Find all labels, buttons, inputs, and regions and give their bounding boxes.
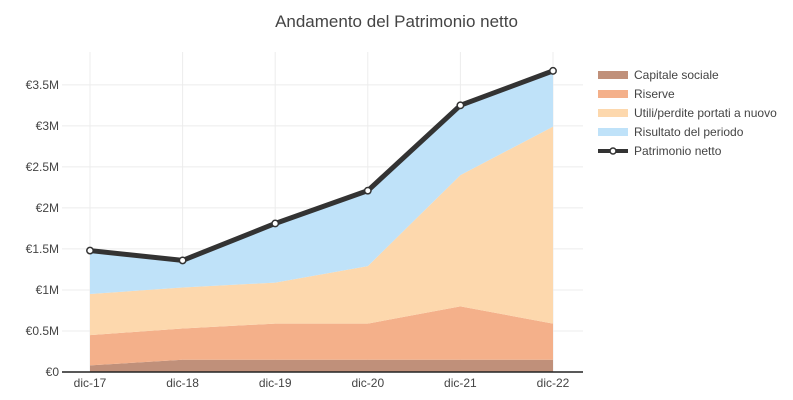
y-tick-label: €3.5M xyxy=(26,78,59,92)
line-layer xyxy=(86,66,557,265)
x-tick-label: dic-19 xyxy=(259,376,292,390)
legend-label: Utili/perdite portati a nuovo xyxy=(634,106,777,120)
x-tick-label: dic-17 xyxy=(74,376,107,390)
legend-label: Riserve xyxy=(634,87,675,101)
legend-label: Capitale sociale xyxy=(634,68,719,82)
legend-swatch xyxy=(598,128,628,136)
x-tick-label: dic-22 xyxy=(537,376,570,390)
data-point[interactable] xyxy=(549,66,557,75)
legend[interactable]: Capitale sociale Riserve Utili/perdite por… xyxy=(598,68,777,158)
legend-item-patrimonio-netto[interactable]: Patrimonio netto xyxy=(598,144,722,158)
line-patrimonio-netto xyxy=(87,68,556,263)
x-tick-label: dic-18 xyxy=(166,376,199,390)
data-point[interactable] xyxy=(86,246,94,255)
legend-swatch xyxy=(598,109,628,117)
data-point[interactable] xyxy=(456,101,465,110)
y-tick-label: €3M xyxy=(36,119,59,133)
y-tick-label: €0 xyxy=(46,365,60,379)
data-point[interactable] xyxy=(178,256,187,265)
y-tick-label: €1M xyxy=(36,283,59,297)
x-tick-label: dic-20 xyxy=(351,376,384,390)
axis-layer: €0 €0.5M €1M €1.5M €2M €2.5M €3M €3.5M dic-17 dic… xyxy=(26,78,583,390)
data-point[interactable] xyxy=(363,186,372,195)
legend-item-capitale-sociale[interactable]: Capitale sociale xyxy=(598,68,719,82)
x-tick-label: dic-21 xyxy=(444,376,477,390)
chart-title: Andamento del Patrimonio netto xyxy=(275,12,518,31)
legend-swatch xyxy=(598,71,628,79)
y-tick-label: €0.5M xyxy=(26,324,59,338)
legend-label: Patrimonio netto xyxy=(634,144,722,158)
area-utili-perdite-portati-a-nuovo xyxy=(90,126,553,336)
legend-swatch xyxy=(598,90,628,98)
data-point[interactable] xyxy=(271,219,280,228)
y-tick-label: €2.5M xyxy=(26,160,59,174)
legend-item-utili-perdite-portati-a-nuovo[interactable]: Utili/perdite portati a nuovo xyxy=(598,106,777,120)
area-layer xyxy=(90,70,553,372)
legend-item-risultato-del-periodo[interactable]: Risultato del periodo xyxy=(598,125,744,139)
y-tick-label: €1.5M xyxy=(26,242,59,256)
legend-marker xyxy=(609,147,617,155)
legend-label: Risultato del periodo xyxy=(634,125,744,139)
legend-item-riserve[interactable]: Riserve xyxy=(598,87,675,101)
area-riserve xyxy=(90,306,553,366)
y-tick-label: €2M xyxy=(36,201,59,215)
area-capitale-sociale xyxy=(90,359,553,372)
